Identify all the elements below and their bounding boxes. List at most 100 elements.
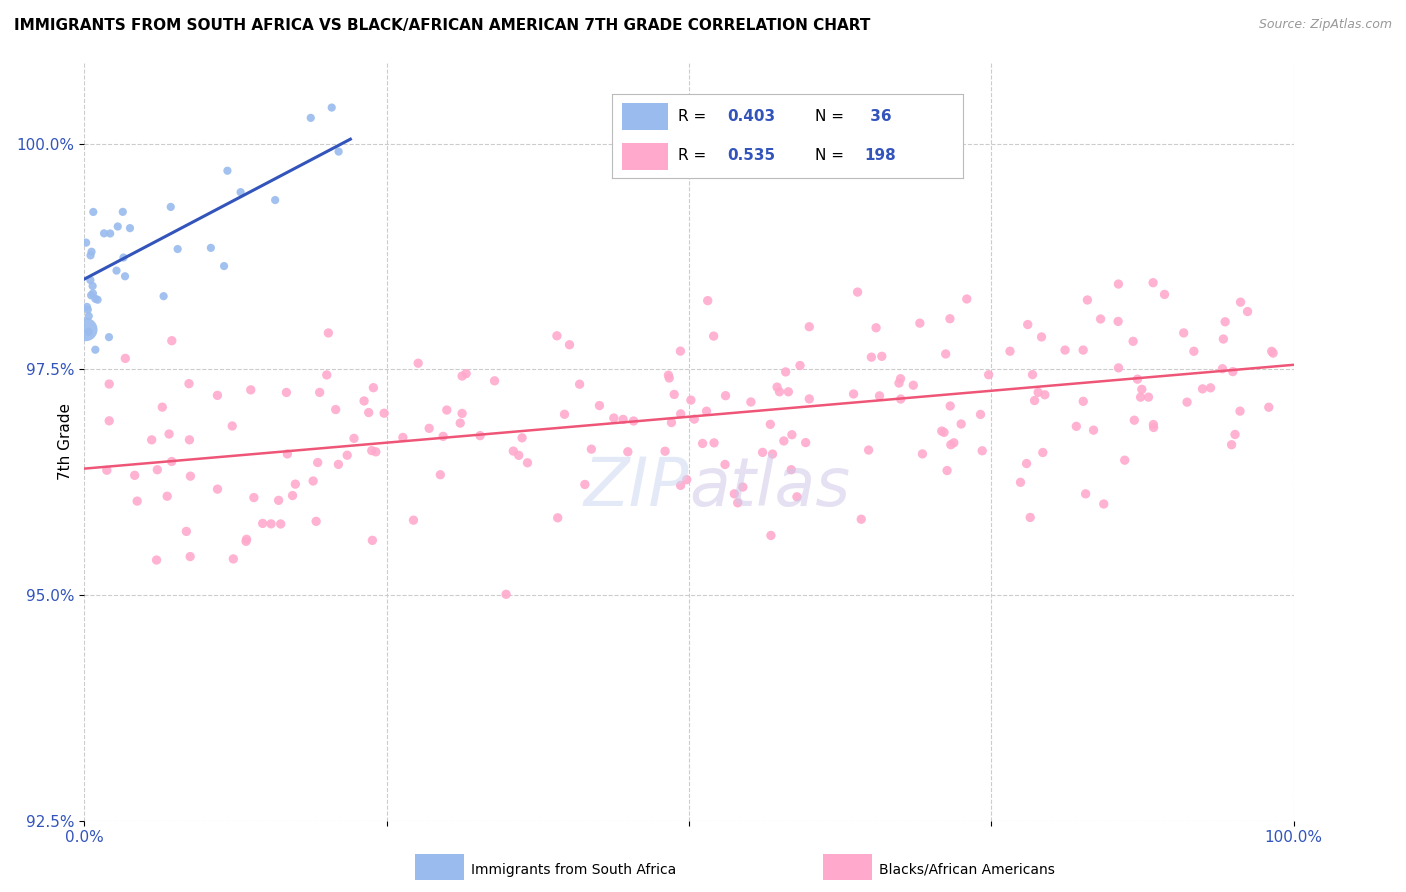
Point — [200, 241, 222, 255]
Point — [98, 227, 121, 241]
Point — [118, 221, 141, 235]
Point — [1260, 344, 1282, 359]
Point — [77, 309, 100, 323]
Point — [669, 344, 692, 359]
Point — [1153, 287, 1175, 301]
Point — [780, 463, 803, 477]
Point — [740, 395, 762, 409]
Point — [1107, 314, 1129, 328]
Point — [1071, 343, 1094, 357]
Point — [546, 328, 568, 343]
Text: R =: R = — [678, 148, 711, 163]
Point — [315, 368, 337, 382]
Point — [903, 378, 925, 392]
Point — [1175, 395, 1198, 409]
Point — [484, 374, 506, 388]
Point — [353, 394, 375, 409]
Y-axis label: 7th Grade: 7th Grade — [58, 403, 73, 480]
Point — [1021, 368, 1043, 382]
Point — [1173, 326, 1195, 340]
Point — [402, 513, 425, 527]
Point — [308, 385, 330, 400]
Point — [105, 263, 128, 277]
Point — [1130, 382, 1153, 396]
Point — [1074, 487, 1097, 501]
Point — [156, 489, 179, 503]
Point — [1010, 475, 1032, 490]
Point — [1211, 361, 1233, 376]
Point — [1199, 381, 1222, 395]
Point — [111, 205, 134, 219]
Point — [429, 467, 451, 482]
Point — [654, 444, 676, 458]
Point — [723, 487, 745, 501]
Point — [84, 343, 107, 357]
Text: 0.403: 0.403 — [728, 109, 776, 124]
Point — [766, 380, 789, 394]
Point — [325, 402, 347, 417]
Point — [360, 443, 382, 458]
Text: Blacks/African Americans: Blacks/African Americans — [879, 863, 1054, 877]
Point — [495, 587, 517, 601]
Point — [794, 435, 817, 450]
Point — [911, 447, 934, 461]
Point — [157, 427, 180, 442]
Point — [1032, 445, 1054, 459]
Point — [865, 320, 887, 334]
Point — [773, 434, 796, 448]
Point — [956, 292, 979, 306]
Point — [406, 356, 429, 370]
Point — [229, 185, 252, 199]
Point — [160, 454, 183, 468]
Point — [547, 510, 569, 524]
Point — [449, 416, 471, 430]
Point — [1123, 413, 1146, 427]
Point — [98, 377, 121, 392]
Point — [1261, 346, 1284, 360]
Point — [908, 316, 931, 330]
Point — [80, 288, 103, 302]
Point — [759, 528, 782, 542]
Point — [281, 489, 304, 503]
Point — [1090, 312, 1112, 326]
Point — [270, 516, 292, 531]
Point — [502, 444, 524, 458]
Point — [789, 359, 811, 373]
Point — [318, 326, 340, 340]
Point — [177, 376, 200, 391]
Point — [1229, 404, 1251, 418]
Text: IMMIGRANTS FROM SOUTH AFRICA VS BLACK/AFRICAN AMERICAN 7TH GRADE CORRELATION CHA: IMMIGRANTS FROM SOUTH AFRICA VS BLACK/AF… — [14, 18, 870, 33]
Point — [166, 242, 188, 256]
Point — [703, 329, 725, 343]
Point — [328, 145, 350, 159]
Point — [553, 407, 575, 421]
Point — [96, 463, 118, 477]
Point — [998, 344, 1021, 359]
Point — [1017, 318, 1039, 332]
Point — [159, 200, 181, 214]
Point — [759, 417, 782, 432]
Point — [703, 435, 725, 450]
Point — [568, 377, 591, 392]
Point — [114, 351, 136, 366]
Point — [661, 416, 683, 430]
Point — [80, 244, 103, 259]
Point — [942, 435, 965, 450]
Point — [150, 400, 173, 414]
Point — [931, 424, 953, 438]
Point — [93, 227, 115, 241]
Point — [775, 365, 797, 379]
Point — [1092, 497, 1115, 511]
Point — [714, 389, 737, 403]
Point — [669, 407, 692, 421]
Point — [516, 456, 538, 470]
Point — [1108, 360, 1130, 375]
Point — [432, 429, 454, 443]
Point — [1129, 390, 1152, 404]
Point — [264, 193, 287, 207]
Point — [679, 393, 702, 408]
Point — [145, 553, 167, 567]
Point — [361, 533, 384, 548]
Point — [207, 388, 229, 402]
Point — [1223, 427, 1246, 442]
